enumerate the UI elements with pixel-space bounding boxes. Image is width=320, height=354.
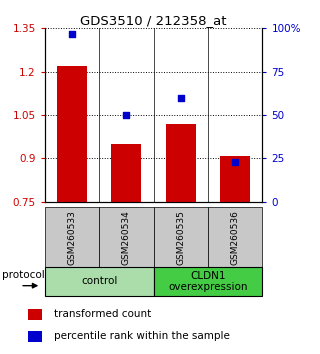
Point [124, 112, 129, 118]
Bar [154, 207, 208, 267]
Text: GSM260533: GSM260533 [68, 210, 76, 265]
Title: GDS3510 / 212358_at: GDS3510 / 212358_at [80, 14, 227, 27]
Bar [220, 155, 250, 202]
Bar [28, 309, 42, 320]
Point [178, 95, 183, 101]
Point [69, 31, 75, 36]
Text: percentile rank within the sample: percentile rank within the sample [54, 331, 230, 341]
Bar [45, 267, 154, 296]
Bar [45, 207, 99, 267]
Point [233, 159, 238, 165]
Bar [57, 66, 87, 202]
Text: GSM260534: GSM260534 [122, 210, 131, 264]
Text: control: control [81, 276, 117, 286]
Bar [208, 207, 262, 267]
Text: protocol: protocol [2, 270, 45, 280]
Text: transformed count: transformed count [54, 309, 152, 319]
Bar [28, 331, 42, 342]
Text: GSM260535: GSM260535 [176, 210, 185, 265]
Text: CLDN1
overexpression: CLDN1 overexpression [168, 270, 248, 292]
Bar [99, 207, 154, 267]
Bar [154, 267, 262, 296]
Bar [111, 144, 141, 202]
Bar [166, 124, 196, 202]
Text: GSM260536: GSM260536 [231, 210, 240, 265]
